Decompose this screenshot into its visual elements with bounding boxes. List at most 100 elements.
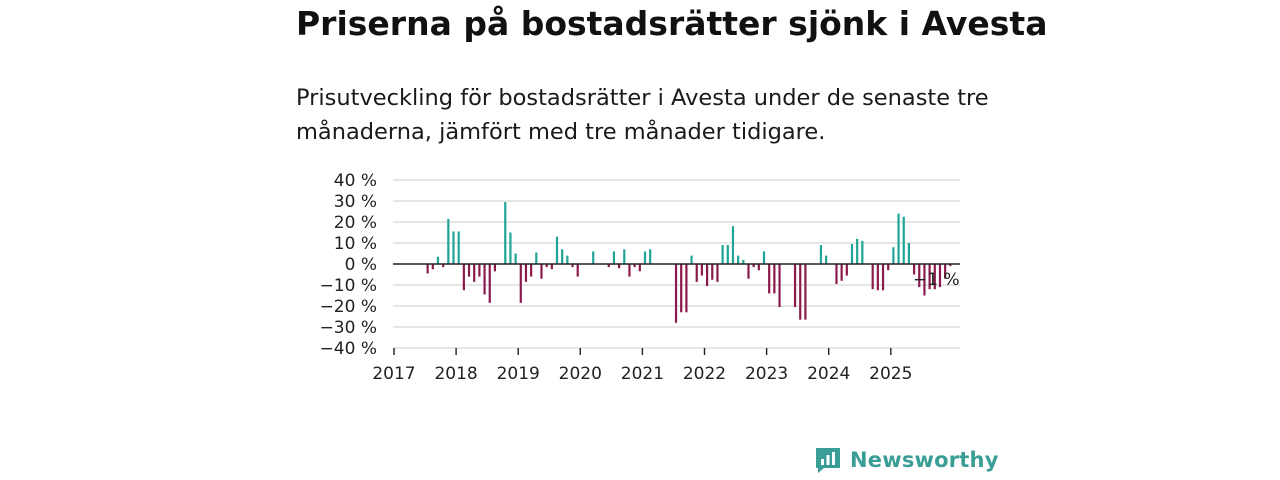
bar [850,244,854,264]
annotations: −1 % [913,270,960,290]
bar [566,255,569,264]
brand-name: Newsworthy [850,448,999,472]
bar [705,264,709,287]
bar [436,256,440,264]
bar [550,264,553,270]
bar [457,231,460,264]
y-tick-label: 0 % [345,255,377,275]
bar [535,252,538,264]
bar [731,226,735,264]
bar [685,264,688,313]
bar [452,231,455,264]
bar [747,264,750,279]
bar [907,243,911,264]
bar [431,264,434,270]
bar [447,218,450,264]
bar [825,255,828,264]
bar [643,251,647,264]
bar [762,251,766,264]
bar [902,216,905,264]
bar [530,264,533,277]
bar [561,249,564,264]
newsworthy-logo: Newsworthy [814,446,999,474]
x-tick-label: 2024 [807,364,850,384]
bar [478,264,481,277]
bar [690,255,693,264]
y-tick-label: −40 % [320,339,377,359]
bar [442,264,445,268]
bar [545,264,548,268]
y-tick-label: −20 % [320,297,377,317]
bar [742,259,745,264]
bar [612,251,616,264]
bar [680,264,683,313]
bar [483,264,486,295]
bar [887,264,890,271]
bar [892,247,895,264]
bar [576,264,579,277]
y-tick-label: 30 % [334,192,377,212]
bar [555,236,559,264]
bar [949,264,952,267]
bar [519,264,522,303]
bar [897,213,900,264]
x-tick-label: 2018 [434,364,477,384]
bar [840,264,843,281]
bar [649,249,652,264]
bar [467,264,471,277]
bar [473,264,476,282]
bar [861,240,864,264]
bar [540,264,543,279]
y-tick-label: 40 % [334,171,377,191]
y-tick-label: −10 % [320,276,377,296]
x-tick-label: 2025 [869,364,912,384]
bar [819,245,823,264]
bar [493,264,497,272]
bar [607,264,610,268]
bar [918,264,921,288]
y-tick-label: 20 % [334,213,377,233]
bar [721,245,724,264]
bar [737,255,740,264]
bar [876,264,879,291]
bar [509,232,512,264]
chart-title: Priserna på bostadsrätter sjönk i Avesta [296,4,1048,43]
bar [768,264,771,294]
x-tick-label: 2022 [683,364,726,384]
bar [711,264,714,280]
x-tick-label: 2023 [745,364,788,384]
bar [674,264,678,323]
bar [773,264,776,294]
axes [393,263,960,355]
bar [912,264,916,275]
x-tick-label: 2020 [559,364,602,384]
bar [638,264,641,272]
bar [623,249,626,264]
bars [426,202,952,323]
bar [488,264,491,303]
bar [700,264,704,276]
bar [799,264,802,320]
bar [778,264,781,308]
y-axis-labels: 40 %30 %20 %10 %0 %−10 %−20 %−30 %−40 % [320,171,377,359]
bar [514,253,517,264]
bar [856,238,859,264]
x-tick-label: 2017 [372,364,415,384]
bar [592,251,595,264]
bar [504,202,507,264]
bar [938,264,942,288]
bar [835,264,838,284]
bar [881,264,885,291]
bar [695,264,698,282]
bar [524,264,528,282]
bar [726,245,729,264]
bar [716,264,719,282]
bar [804,264,807,320]
bar [871,264,874,290]
y-tick-label: 10 % [334,234,377,254]
bar [462,264,465,291]
bar [426,264,429,274]
bar [845,264,848,276]
x-axis-labels: 2017 2018 2019 2020 2021 2022 2023 2024 2025 [372,364,912,384]
